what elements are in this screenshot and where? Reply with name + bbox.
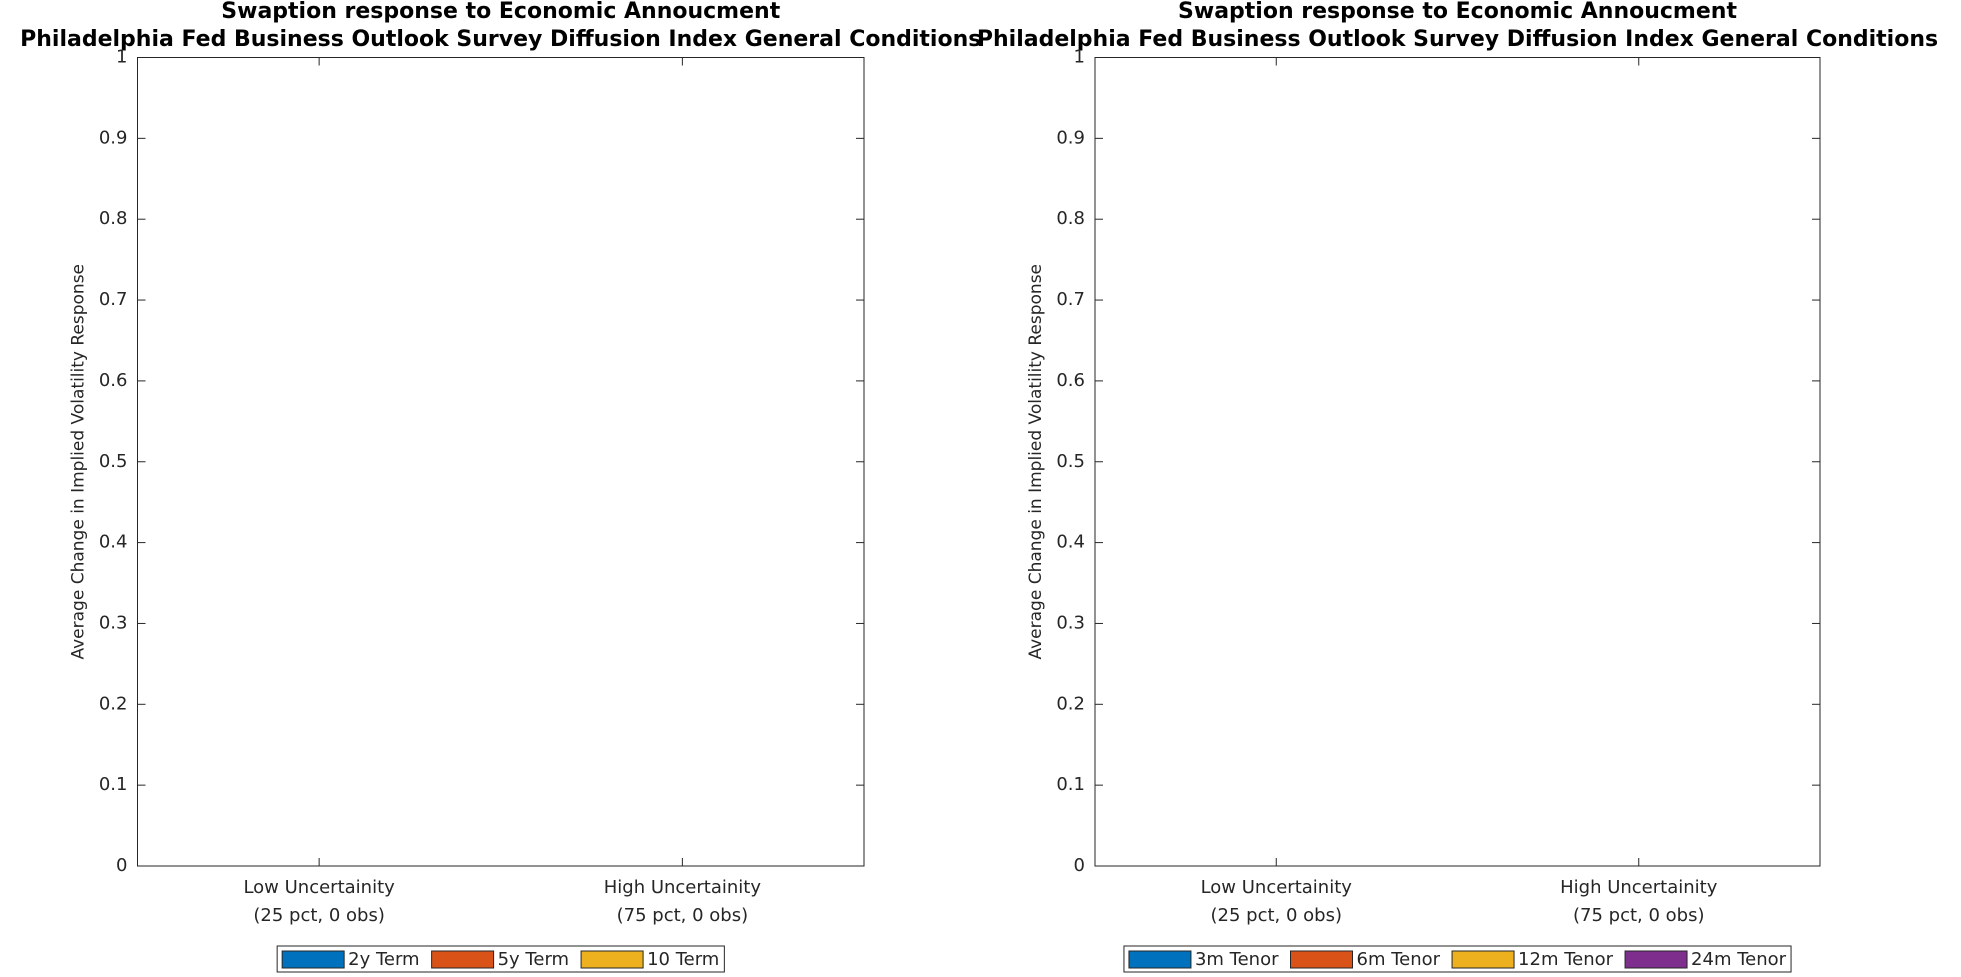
chart-subtitle: Philadelphia Fed Business Outlook Survey…: [977, 27, 1938, 52]
y-tick-label: 0.7: [99, 289, 128, 310]
chart-title: Swaption response to Economic Annoucment: [221, 0, 780, 24]
y-tick-label: 0.6: [99, 370, 128, 391]
y-tick-label: 0.9: [1056, 127, 1085, 148]
y-axis-label: Average Change in Implied Volatility Res…: [1026, 264, 1046, 660]
legend-label: 2y Term: [348, 949, 419, 970]
plot-area: [137, 57, 865, 867]
chart-title: Swaption response to Economic Annoucment: [1178, 0, 1737, 24]
x-tick-label: Low Uncertainity: [243, 877, 395, 898]
x-tick-label: High Uncertainity: [604, 877, 762, 898]
y-tick-label: 0.1: [1056, 774, 1085, 795]
y-tick-label: 0.3: [99, 612, 128, 633]
y-tick-label: 1: [1074, 47, 1085, 68]
legend-swatch: [1451, 950, 1515, 969]
legend-box: [276, 945, 725, 973]
y-tick-label: 0.3: [1056, 612, 1085, 633]
chart: Swaption response to Economic Annoucment…: [977, 0, 1938, 973]
legend-label: 5y Term: [498, 949, 569, 970]
y-tick-label: 0.7: [1056, 289, 1085, 310]
legend-label: 6m Tenor: [1357, 949, 1441, 970]
x-tick-label: (75 pct, 0 obs): [1573, 905, 1704, 926]
y-tick-label: 0.1: [99, 774, 128, 795]
legend-swatch: [281, 950, 345, 969]
y-tick-label: 0: [1074, 855, 1085, 876]
legend-label: 24m Tenor: [1691, 949, 1787, 970]
y-tick-label: 0.8: [99, 208, 128, 229]
y-tick-label: 1: [116, 47, 127, 68]
y-tick-label: 0.4: [1056, 532, 1085, 553]
y-tick-label: 0.2: [99, 693, 128, 714]
chart: Swaption response to Economic Annoucment…: [20, 0, 981, 973]
y-tick-label: 0.2: [1056, 693, 1085, 714]
legend: 3m Tenor 6m Tenor 12m Tenor 24m Tenor: [1123, 945, 1792, 973]
x-tick-label: (25 pct, 0 obs): [1211, 905, 1342, 926]
y-tick-label: 0.5: [1056, 451, 1085, 472]
y-tick-label: 0.4: [99, 532, 128, 553]
y-tick-label: 0.6: [1056, 370, 1085, 391]
legend: 2y Term 5y Term 10 Term: [276, 945, 725, 973]
legend-label: 3m Tenor: [1195, 949, 1279, 970]
chart-subtitle: Philadelphia Fed Business Outlook Survey…: [20, 27, 981, 52]
legend-swatch: [580, 950, 644, 969]
y-tick-label: 0.5: [99, 451, 128, 472]
plot-area: [1094, 57, 1821, 867]
y-tick-label: 0: [116, 855, 127, 876]
x-tick-label: (75 pct, 0 obs): [617, 905, 748, 926]
legend-label: 10 Term: [647, 949, 719, 970]
y-tick-label: 0.9: [99, 127, 128, 148]
y-axis-label: Average Change in Implied Volatility Res…: [69, 264, 89, 660]
x-tick-label: (25 pct, 0 obs): [253, 905, 384, 926]
legend-swatch: [431, 950, 495, 969]
x-tick-label: Low Uncertainity: [1201, 877, 1353, 898]
legend-label: 12m Tenor: [1518, 949, 1614, 970]
legend-swatch: [1624, 950, 1688, 969]
x-tick-label: High Uncertainity: [1560, 877, 1718, 898]
legend-swatch: [1290, 950, 1353, 969]
legend-swatch: [1128, 950, 1192, 969]
y-tick-label: 0.8: [1056, 208, 1085, 229]
